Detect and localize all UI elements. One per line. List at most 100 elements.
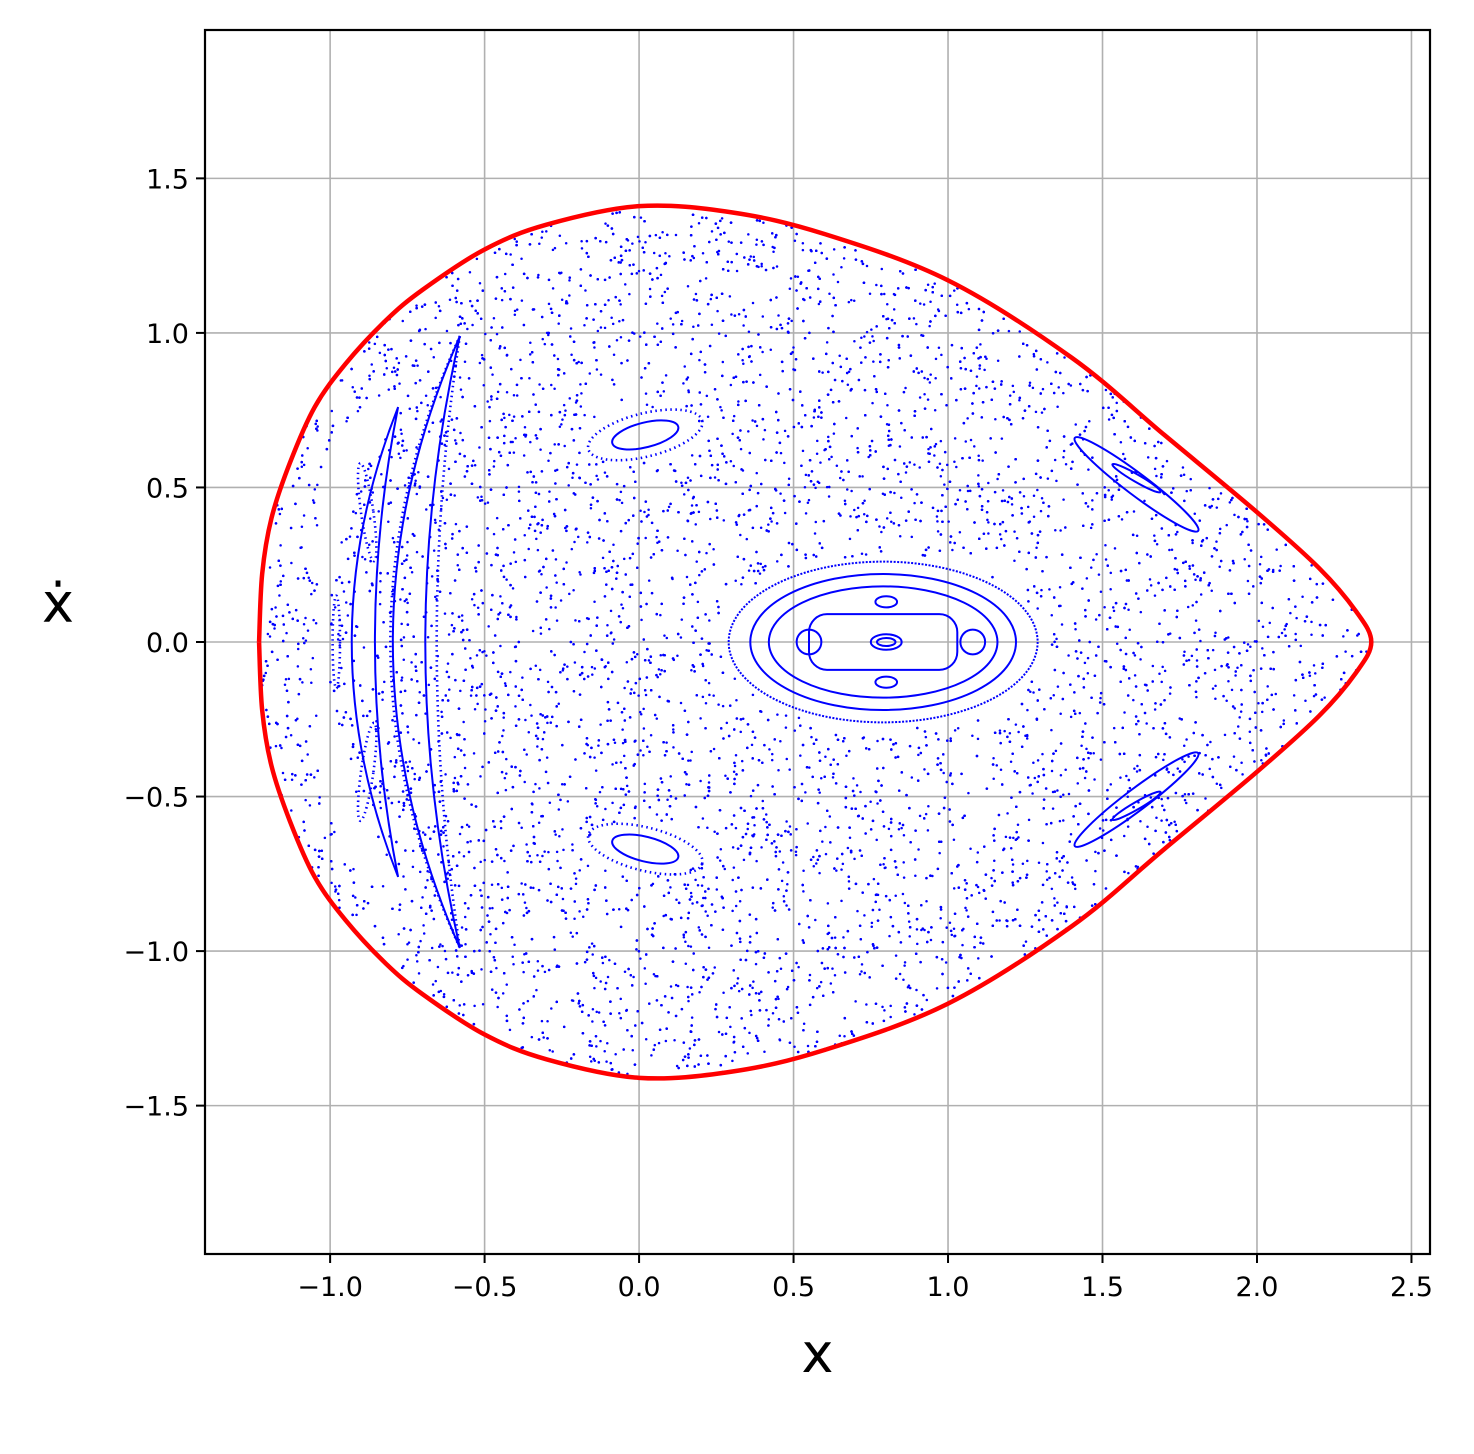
chaotic-point: [863, 499, 866, 503]
chaotic-point: [832, 248, 836, 251]
chaotic-point: [290, 778, 294, 781]
chaotic-point: [557, 322, 560, 325]
chaotic-point: [415, 550, 419, 554]
chaotic-point: [689, 891, 693, 895]
chaotic-point: [503, 859, 506, 863]
chaotic-point: [685, 575, 689, 579]
chaotic-point: [737, 312, 741, 316]
chaotic-point: [917, 848, 920, 851]
chaotic-point: [441, 496, 445, 500]
chaotic-point: [865, 264, 869, 268]
chaotic-point: [682, 935, 686, 939]
chaotic-point: [578, 910, 581, 913]
chaotic-point: [735, 699, 738, 702]
chaotic-point: [763, 428, 767, 432]
chaotic-point: [1187, 755, 1190, 758]
chaotic-point: [751, 693, 755, 697]
chaotic-point: [1282, 719, 1286, 722]
chaotic-point: [306, 629, 310, 632]
chaotic-point: [856, 446, 859, 450]
chaotic-point: [535, 537, 538, 541]
chaotic-point: [690, 668, 693, 672]
chaotic-point: [689, 945, 693, 948]
chaotic-point: [551, 248, 555, 252]
chaotic-point: [751, 986, 754, 990]
chaotic-point: [512, 962, 515, 966]
chaotic-point: [1046, 361, 1049, 364]
chaotic-point: [1168, 548, 1171, 552]
chaotic-point: [493, 459, 496, 463]
chaotic-point: [374, 728, 378, 731]
chaotic-point: [453, 776, 457, 780]
chaotic-point: [1175, 568, 1179, 572]
chaotic-point: [694, 523, 697, 526]
chaotic-point: [713, 830, 716, 834]
chaotic-point: [1158, 672, 1161, 676]
chaotic-point: [354, 790, 358, 793]
chaotic-point: [986, 518, 989, 522]
chaotic-point: [910, 776, 914, 779]
chaotic-point: [801, 242, 805, 245]
chaotic-point: [1283, 628, 1286, 631]
chaotic-point: [419, 939, 422, 943]
chaotic-point: [1160, 819, 1163, 822]
chaotic-point: [540, 236, 544, 239]
chaotic-point: [403, 559, 406, 563]
chaotic-point: [482, 383, 485, 387]
chaotic-point: [919, 302, 922, 305]
chaotic-point: [768, 748, 771, 751]
chaotic-point: [408, 760, 412, 763]
chaotic-point: [427, 763, 430, 766]
chaotic-point: [731, 909, 734, 913]
chaotic-point: [434, 316, 437, 320]
chaotic-point: [548, 490, 551, 493]
chaotic-point: [760, 846, 763, 849]
chaotic-point: [400, 676, 404, 679]
chaotic-point: [1153, 594, 1157, 597]
chaotic-point: [1148, 578, 1152, 581]
chaotic-point: [503, 272, 507, 276]
chaotic-point: [821, 371, 824, 374]
chaotic-point: [803, 486, 807, 489]
chaotic-point: [1122, 452, 1125, 456]
chaotic-point: [640, 618, 643, 622]
chaotic-point: [459, 431, 462, 435]
chaotic-point: [854, 1000, 857, 1003]
chaotic-point: [330, 881, 333, 885]
chaotic-point: [1004, 835, 1008, 839]
chaotic-point: [676, 549, 679, 552]
chaotic-point: [1127, 608, 1130, 611]
chaotic-point: [1056, 685, 1060, 688]
chaotic-point: [1050, 769, 1054, 773]
chaotic-point: [964, 440, 968, 443]
chaotic-point: [981, 459, 984, 462]
chaotic-point: [391, 536, 395, 540]
chaotic-point: [1013, 530, 1016, 533]
chaotic-point: [734, 826, 738, 830]
chaotic-point: [775, 560, 779, 563]
chaotic-point: [701, 695, 705, 699]
chaotic-point: [302, 623, 306, 626]
chaotic-point: [889, 1004, 892, 1008]
chaotic-point: [503, 682, 507, 685]
chaotic-point: [713, 966, 716, 969]
chaotic-point: [848, 537, 852, 541]
chaotic-point: [555, 850, 559, 854]
chaotic-point: [825, 485, 829, 489]
chaotic-point: [511, 955, 514, 958]
chaotic-point: [1266, 685, 1269, 688]
chaotic-point: [612, 543, 615, 546]
chaotic-point: [337, 632, 340, 636]
chaotic-point: [1122, 834, 1126, 838]
chaotic-point: [356, 409, 360, 413]
chaotic-point: [340, 541, 343, 544]
chaotic-point: [912, 317, 916, 320]
chaotic-point: [490, 883, 494, 887]
chaotic-point: [1024, 940, 1028, 943]
chaotic-point: [1026, 859, 1029, 863]
chaotic-point: [315, 524, 319, 527]
chaotic-point: [432, 356, 436, 359]
chaotic-point: [511, 587, 515, 590]
chaotic-point: [833, 936, 837, 939]
chaotic-point: [850, 298, 853, 302]
